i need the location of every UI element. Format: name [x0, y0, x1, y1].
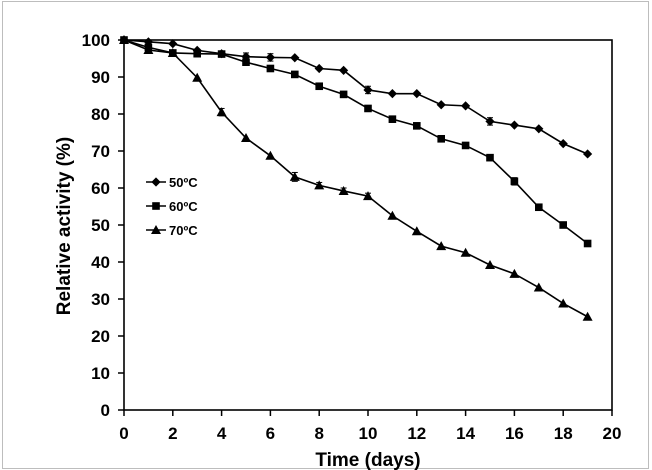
legend-label: 60ºC — [169, 199, 198, 214]
data-point — [533, 282, 544, 292]
y-tick-label: 70 — [91, 142, 110, 161]
legend-marker — [151, 177, 161, 187]
data-point — [387, 89, 397, 99]
data-point — [192, 72, 203, 82]
series-layer — [119, 35, 593, 321]
data-point — [265, 52, 275, 62]
data-point — [387, 210, 398, 220]
data-point — [509, 268, 520, 278]
data-point — [266, 64, 275, 73]
data-point — [460, 247, 471, 257]
y-tick-label: 10 — [91, 364, 110, 383]
series-3 — [119, 35, 593, 321]
data-point — [339, 90, 348, 99]
data-point — [363, 191, 373, 201]
data-point — [411, 226, 422, 236]
data-point — [242, 58, 250, 66]
data-point — [388, 115, 397, 123]
data-point — [559, 221, 567, 229]
data-point — [143, 44, 154, 54]
data-point — [535, 203, 543, 212]
data-point — [265, 150, 276, 160]
data-point — [363, 85, 373, 95]
data-point — [314, 180, 325, 190]
x-tick-label: 16 — [505, 424, 524, 443]
series-2 — [120, 36, 592, 248]
y-tick-label: 50 — [91, 216, 110, 235]
y-tick-label: 0 — [101, 401, 110, 420]
data-point — [486, 153, 494, 162]
data-point — [241, 133, 251, 143]
x-axis-title: Time (days) — [315, 450, 420, 470]
x-tick-label: 0 — [119, 424, 128, 443]
y-tick-label: 90 — [91, 68, 110, 87]
data-point — [583, 149, 593, 159]
data-point — [509, 120, 519, 130]
y-tick-label: 60 — [91, 179, 110, 198]
data-point — [461, 141, 470, 150]
series-line — [123, 39, 589, 245]
x-tick-label: 18 — [554, 424, 573, 443]
legend-marker — [151, 225, 161, 234]
legend-label: 50ºC — [169, 175, 198, 190]
x-tick-label: 8 — [314, 424, 323, 443]
data-point — [412, 89, 422, 99]
data-point — [314, 63, 324, 74]
x-tick-label: 2 — [168, 424, 177, 443]
x-tick-label: 6 — [266, 424, 275, 443]
x-tick-label: 12 — [407, 424, 426, 443]
data-point — [558, 298, 569, 308]
x-axis-ticks: 0 2 4 6 8 10 12 14 16 18 20 — [119, 410, 621, 443]
x-tick-label: 20 — [603, 424, 622, 443]
data-point — [119, 35, 129, 44]
data-point — [437, 134, 445, 143]
x-tick-label: 10 — [359, 424, 378, 443]
data-point — [582, 311, 593, 321]
data-point — [167, 47, 178, 57]
x-tick-label: 4 — [217, 424, 227, 443]
legend-label: 70ºC — [169, 223, 198, 238]
series-line — [123, 39, 588, 318]
data-point — [216, 107, 227, 117]
data-point — [217, 50, 226, 58]
data-point — [413, 122, 421, 130]
y-tick-label: 100 — [82, 31, 110, 50]
data-point — [485, 116, 495, 126]
data-point — [510, 177, 519, 186]
data-point — [168, 39, 178, 49]
data-point — [461, 101, 471, 111]
series-line — [123, 39, 588, 155]
data-point — [534, 124, 544, 134]
y-axis-ticks: 0 10 20 30 40 50 60 70 80 90 100 — [82, 31, 124, 420]
data-point — [339, 65, 349, 75]
data-point — [558, 139, 568, 149]
y-axis-title: Relative activity (%) — [54, 137, 75, 315]
data-point — [289, 171, 300, 181]
data-point — [364, 104, 372, 113]
y-tick-label: 20 — [91, 327, 110, 346]
data-point — [193, 49, 201, 58]
data-point — [290, 53, 300, 63]
legend-marker — [152, 202, 160, 210]
legend: 50ºC 60ºC 70ºC — [146, 175, 198, 238]
data-point — [436, 100, 446, 110]
data-point — [338, 185, 349, 195]
data-point — [291, 70, 299, 79]
y-tick-label: 30 — [91, 290, 110, 309]
y-tick-label: 40 — [91, 253, 110, 272]
y-tick-label: 80 — [91, 105, 110, 124]
data-point — [583, 239, 592, 248]
x-tick-label: 14 — [456, 424, 475, 443]
data-point — [436, 241, 447, 251]
data-point — [485, 259, 495, 269]
data-point — [315, 82, 323, 91]
